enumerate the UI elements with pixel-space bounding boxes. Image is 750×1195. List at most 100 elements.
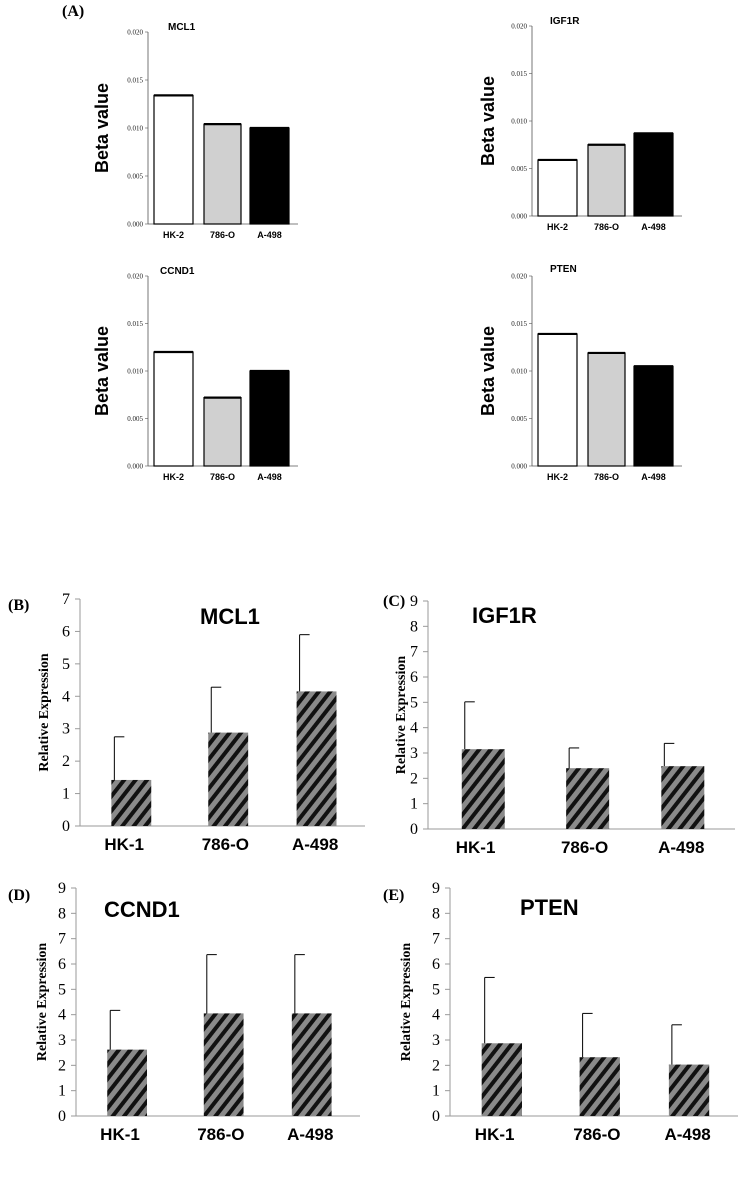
y-tick-label: 2 [58, 1057, 66, 1074]
x-category-label: A-498 [664, 1125, 710, 1144]
bar-hk-2 [153, 94, 194, 225]
y-tick-label: 5 [410, 694, 418, 711]
y-tick-label: 7 [432, 931, 440, 948]
beta-chart-mcl1: MCL1 Beta value 0.000 0.005 0.010 0.015 0.020 H… [92, 22, 298, 240]
y-tick-label: 4 [410, 720, 418, 737]
y-tick-label: 0.000 [511, 463, 527, 471]
y-tick-label: 0.000 [127, 463, 143, 471]
bar-a-498 [661, 766, 705, 829]
y-tick-label: 1 [432, 1083, 440, 1100]
chart-title: PTEN [550, 264, 577, 275]
y-axis-label: Beta value [92, 83, 112, 173]
bar-a-498 [249, 127, 290, 225]
y-tick-label: 5 [432, 981, 440, 998]
bar-hk-1 [461, 749, 505, 829]
y-tick-label: 1 [62, 786, 70, 803]
y-tick-label: 6 [410, 669, 418, 686]
expression-chart-ccnd1: CCND1 Relative Expression 0 1 2 3 4 5 6 7 8 9 HK-1 78… [35, 880, 360, 1144]
y-tick-label: 6 [432, 956, 440, 973]
y-axis-label: Relative Expression [37, 653, 52, 772]
y-tick-label: 0.015 [127, 77, 143, 85]
panel-label-d: (D) [8, 887, 30, 904]
expression-chart-mcl1: MCL1 Relative Expression 0 1 2 3 4 5 6 7 HK-1 786-O… [37, 591, 365, 854]
y-tick-label: 6 [62, 623, 70, 640]
beta-chart-igf1r: IGF1R Beta value 0.000 0.005 0.010 0.015 0.020… [478, 16, 682, 232]
bar-hk-2 [537, 333, 578, 467]
y-tick-label: 6 [58, 956, 66, 973]
y-tick-label: 0 [410, 821, 418, 838]
x-category-label: A-498 [292, 835, 338, 854]
bar-786-o [203, 397, 242, 467]
y-tick-label: 3 [58, 1032, 66, 1049]
y-axis-label: Relative Expression [35, 943, 50, 1062]
x-category-label: 786-O [210, 230, 235, 240]
bar-hk-2 [153, 351, 194, 467]
bar-a-498 [633, 365, 674, 467]
y-tick-label: 8 [58, 905, 66, 922]
y-tick-label: 0.020 [511, 273, 527, 281]
y-tick-label: 0.020 [127, 273, 143, 281]
panel-label-b: (B) [8, 597, 29, 614]
x-category-label: HK-1 [456, 838, 496, 857]
bar-786-o [566, 768, 610, 829]
y-tick-label: 4 [432, 1007, 440, 1024]
y-tick-label: 0.010 [127, 368, 143, 376]
y-tick-label: 0.005 [511, 165, 527, 173]
chart-title: MCL1 [168, 22, 196, 33]
bar-a-498 [296, 691, 337, 826]
y-tick-label: 0.000 [127, 221, 143, 229]
y-tick-label: 2 [432, 1057, 440, 1074]
y-tick-label: 5 [62, 656, 70, 673]
y-tick-label: 0 [62, 818, 70, 835]
y-tick-label: 0 [58, 1108, 66, 1125]
y-tick-label: 8 [432, 905, 440, 922]
y-tick-label: 0 [432, 1108, 440, 1125]
expression-chart-igf1r: IGF1R Relative Expression 0 1 2 3 4 5 6 7 8 9 HK-1 78… [394, 593, 735, 857]
bar-786-o [587, 352, 626, 467]
y-axis-label: Relative Expression [394, 656, 409, 775]
x-category-label: A-498 [287, 1125, 333, 1144]
x-category-label: A-498 [641, 472, 666, 482]
y-axis-label: Beta value [478, 76, 498, 166]
y-tick-label: 5 [58, 981, 66, 998]
chart-title: IGF1R [472, 603, 537, 628]
y-tick-label: 0.010 [127, 125, 143, 133]
y-tick-label: 0.005 [127, 415, 143, 423]
x-category-label: 786-O [561, 838, 608, 857]
y-tick-label: 2 [410, 770, 418, 787]
x-category-label: A-498 [641, 222, 666, 232]
y-axis-label: Beta value [92, 326, 112, 416]
chart-title: CCND1 [104, 897, 180, 922]
y-tick-label: 7 [62, 591, 70, 608]
bar-a-498 [668, 1064, 710, 1116]
y-tick-label: 8 [410, 618, 418, 635]
chart-title: MCL1 [200, 604, 260, 629]
y-tick-label: 4 [62, 688, 70, 705]
bar-786-o [579, 1057, 620, 1116]
bar-a-498 [249, 370, 290, 467]
x-category-label: 786-O [594, 472, 619, 482]
y-tick-label: 0.005 [511, 415, 527, 423]
beta-chart-ccnd1: CCND1 Beta value 0.000 0.005 0.010 0.015 0.020… [92, 266, 298, 482]
x-category-label: HK-1 [104, 835, 144, 854]
panel-label-e: (E) [383, 887, 404, 904]
y-tick-label: 1 [58, 1083, 66, 1100]
panel-label-c: (C) [383, 593, 405, 610]
x-category-label: HK-2 [547, 472, 568, 482]
y-tick-label: 3 [410, 745, 418, 762]
chart-title: IGF1R [550, 16, 580, 27]
x-category-label: HK-1 [100, 1125, 140, 1144]
x-category-label: 786-O [573, 1125, 620, 1144]
bar-a-498 [291, 1013, 332, 1116]
expression-chart-pten: PTEN Relative Expression 0 1 2 3 4 5 6 7 8 9 HK-1 786… [399, 880, 738, 1144]
y-tick-label: 2 [62, 753, 70, 770]
y-axis-label: Beta value [478, 326, 498, 416]
y-tick-label: 0.015 [127, 320, 143, 328]
x-category-label: 786-O [197, 1125, 244, 1144]
beta-chart-pten: PTEN Beta value 0.000 0.005 0.010 0.015 0.020 H… [478, 264, 682, 482]
y-tick-label: 9 [58, 880, 66, 897]
bar-786-o [208, 732, 249, 826]
x-category-label: 786-O [202, 835, 249, 854]
x-category-label: HK-2 [163, 472, 184, 482]
